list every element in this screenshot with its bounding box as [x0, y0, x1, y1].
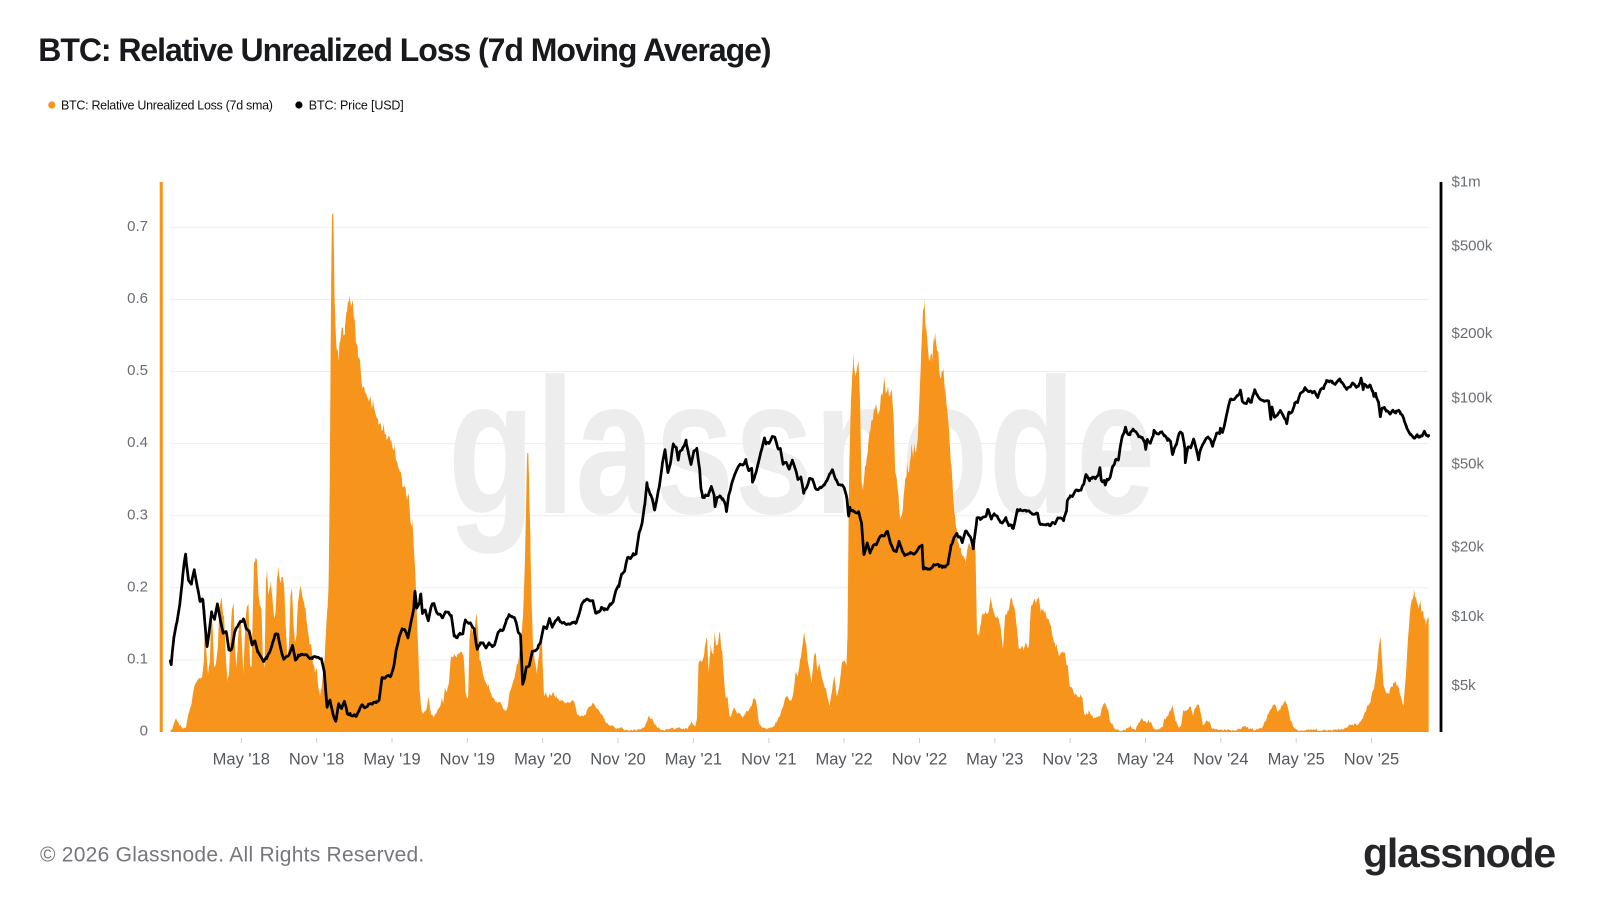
svg-text:$10k: $10k — [1452, 608, 1485, 625]
svg-text:0.3: 0.3 — [127, 506, 148, 523]
svg-text:0.1: 0.1 — [127, 651, 148, 668]
svg-text:Nov '22: Nov '22 — [892, 751, 947, 769]
svg-text:0.6: 0.6 — [127, 290, 148, 307]
svg-text:Nov '24: Nov '24 — [1193, 751, 1248, 769]
svg-text:May '22: May '22 — [815, 751, 872, 769]
svg-text:Nov '25: Nov '25 — [1344, 751, 1399, 769]
svg-text:$5k: $5k — [1452, 677, 1477, 694]
svg-text:May '18: May '18 — [213, 751, 270, 769]
svg-text:$100k: $100k — [1452, 389, 1493, 406]
svg-text:Nov '20: Nov '20 — [590, 751, 645, 769]
svg-text:Nov '19: Nov '19 — [440, 751, 495, 769]
svg-text:glassnode: glassnode — [448, 339, 1156, 554]
svg-text:0: 0 — [140, 723, 148, 740]
svg-text:0.5: 0.5 — [127, 362, 148, 379]
svg-text:May '23: May '23 — [966, 751, 1023, 769]
svg-text:Nov '23: Nov '23 — [1042, 751, 1097, 769]
svg-text:May '19: May '19 — [363, 751, 420, 769]
svg-text:BTC: Relative Unrealized Loss: BTC: Relative Unrealized Loss (7d Moving… — [38, 32, 771, 68]
svg-text:0.2: 0.2 — [127, 578, 148, 595]
svg-text:$50k: $50k — [1452, 456, 1485, 473]
svg-text:BTC: Relative Unrealized Loss: BTC: Relative Unrealized Loss (7d sma) — [61, 99, 273, 113]
svg-text:Nov '18: Nov '18 — [289, 751, 344, 769]
svg-text:© 2026 Glassnode. All Rights R: © 2026 Glassnode. All Rights Reserved. — [40, 844, 425, 867]
svg-text:BTC: Price [USD]: BTC: Price [USD] — [309, 99, 404, 113]
svg-text:May '21: May '21 — [665, 751, 722, 769]
svg-text:$1m: $1m — [1452, 173, 1481, 190]
svg-text:$20k: $20k — [1452, 538, 1485, 555]
svg-text:May '24: May '24 — [1117, 751, 1174, 769]
svg-text:glassnode: glassnode — [1363, 830, 1555, 876]
svg-text:May '25: May '25 — [1268, 751, 1325, 769]
svg-text:Nov '21: Nov '21 — [741, 751, 796, 769]
svg-text:$500k: $500k — [1452, 238, 1493, 255]
svg-text:0.7: 0.7 — [127, 218, 148, 235]
svg-text:May '20: May '20 — [514, 751, 571, 769]
svg-text:$200k: $200k — [1452, 325, 1493, 342]
svg-text:0.4: 0.4 — [127, 434, 148, 451]
